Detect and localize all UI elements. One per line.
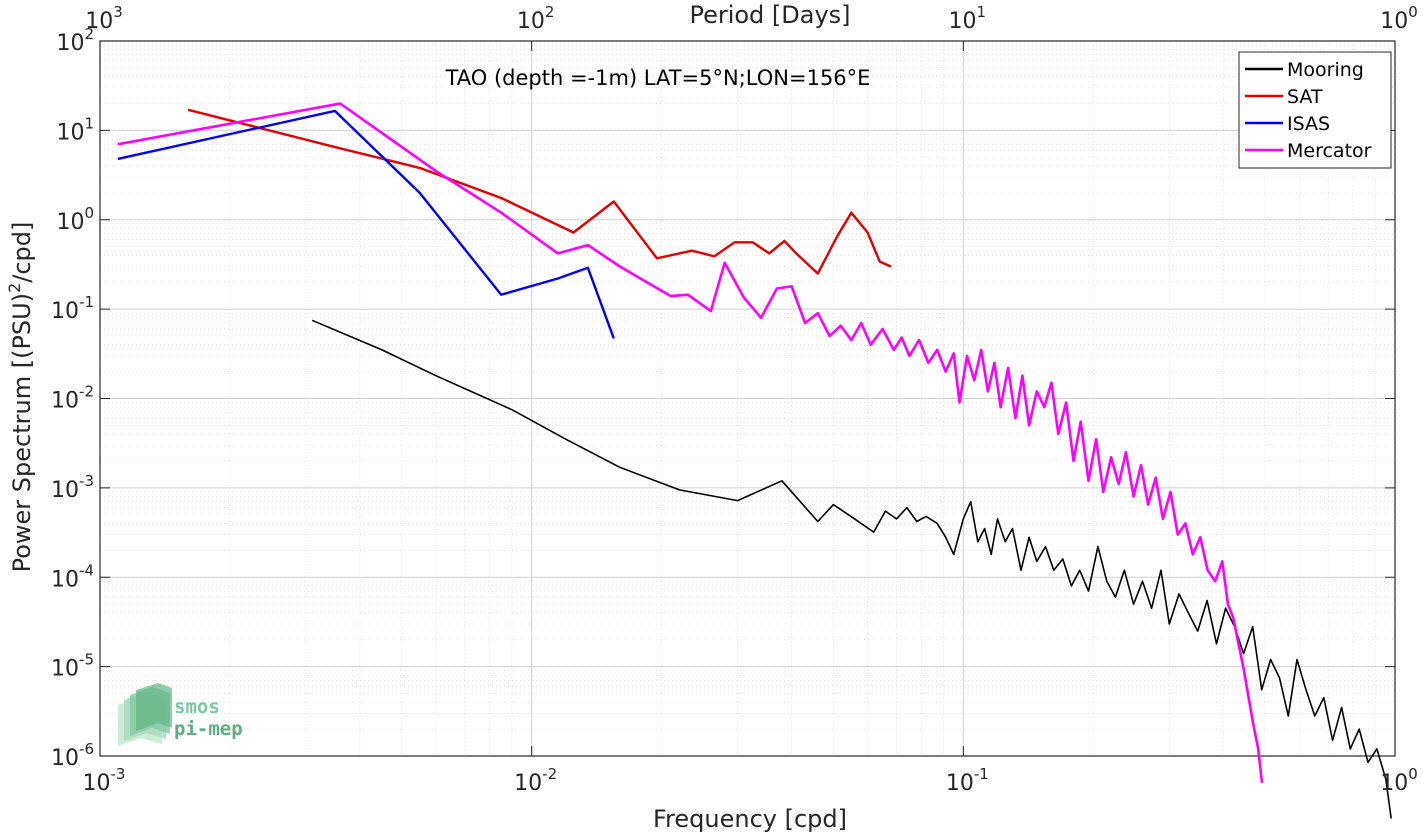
y-axis-label: Power Spectrum [(PSU)2/cpd] [5, 222, 36, 573]
x-tick-label: 10-3 [83, 765, 126, 796]
tick-exponent: -5 [79, 651, 94, 669]
tick-base: 10 [1380, 9, 1408, 34]
top-tick-label: 101 [949, 3, 987, 34]
y-tick-label: 10-4 [51, 561, 94, 592]
top-tick-labels: 103 102 101 100 [85, 3, 1418, 34]
x-tick-label: 10-2 [514, 765, 557, 796]
tick-exponent: 2 [84, 25, 94, 43]
tick-base: 10 [949, 9, 977, 34]
tick-base: 10 [51, 657, 79, 682]
tick-exponent: -1 [79, 293, 94, 311]
tick-exponent: 2 [545, 3, 555, 21]
tick-base: 10 [51, 299, 79, 324]
tick-exponent: -2 [542, 765, 557, 783]
tick-exponent: -1 [974, 765, 989, 783]
y-axis-label-exponent: 2 [5, 283, 24, 293]
x-axis-label: Frequency [cpd] [653, 805, 847, 833]
legend: Mooring SAT ISAS Mercator [1238, 51, 1392, 169]
y-axis-label-tail: /cpd] [8, 222, 36, 283]
top-tick-label: 102 [517, 3, 555, 34]
series-line-mercator [117, 102, 1264, 784]
x-tick-label: 100 [1380, 765, 1418, 796]
tick-exponent: 0 [84, 204, 94, 222]
tick-base: 10 [51, 567, 79, 592]
y-tick-label: 10-2 [51, 383, 94, 414]
y-tick-label: 10-3 [51, 472, 94, 503]
top-tick-label: 100 [1380, 3, 1418, 34]
y-tick-label: 102 [56, 25, 94, 56]
tick-base: 10 [56, 31, 84, 56]
y-axis-label-main: Power Spectrum [(PSU) [8, 293, 36, 572]
tick-exponent: -4 [79, 561, 94, 579]
tick-exponent: 1 [84, 114, 94, 132]
x-tick-label: 10-1 [946, 765, 989, 796]
tick-exponent: 0 [1408, 3, 1418, 21]
series-line-mooring [311, 319, 1392, 819]
x-tick-labels: 10-3 10-2 10-1 100 [83, 765, 1418, 796]
smos-pimep-logo: smos pi-mep [118, 683, 243, 746]
major-grid [99, 40, 1396, 757]
legend-label-isas: ISAS [1287, 113, 1330, 135]
tick-base: 10 [51, 478, 79, 503]
tick-base: 10 [83, 771, 111, 796]
top-axis-label: Period [Days] [689, 1, 850, 29]
tick-exponent: 3 [113, 3, 123, 21]
tick-exponent: 0 [1408, 765, 1418, 783]
tick-exponent: -3 [79, 472, 94, 490]
legend-label-mercator: Mercator [1287, 140, 1372, 162]
logo-text-line2: pi-mep [174, 718, 243, 740]
legend-label-mooring: Mooring [1287, 59, 1364, 81]
tick-base: 10 [51, 746, 79, 771]
tick-base: 10 [946, 771, 974, 796]
y-tick-label: 10-6 [51, 740, 94, 771]
legend-label-sat: SAT [1287, 86, 1323, 108]
series-line-isas [117, 109, 615, 339]
tick-base: 10 [85, 9, 113, 34]
logo-mark-icon [118, 683, 172, 746]
series-line-sat [187, 108, 892, 275]
logo-text-line1: smos [174, 696, 220, 718]
tick-base: 10 [56, 120, 84, 145]
tick-exponent: -2 [79, 383, 94, 401]
top-tick-label: 103 [85, 3, 123, 34]
tick-base: 10 [1380, 771, 1408, 796]
tick-base: 10 [51, 389, 79, 414]
tick-base: 10 [56, 210, 84, 235]
chart-title: TAO (depth =-1m) LAT=5°N;LON=156°E [445, 66, 871, 90]
series-layer [117, 102, 1392, 819]
y-tick-label: 101 [56, 114, 94, 145]
tick-exponent: -3 [111, 765, 126, 783]
y-tick-label: 100 [56, 204, 94, 235]
legend-box [1238, 51, 1392, 169]
y-tick-label: 10-5 [51, 651, 94, 682]
tick-base: 10 [514, 771, 542, 796]
tick-exponent: -6 [79, 740, 94, 758]
y-tick-label: 10-1 [51, 293, 94, 324]
tick-base: 10 [517, 9, 545, 34]
tick-exponent: 1 [977, 3, 987, 21]
